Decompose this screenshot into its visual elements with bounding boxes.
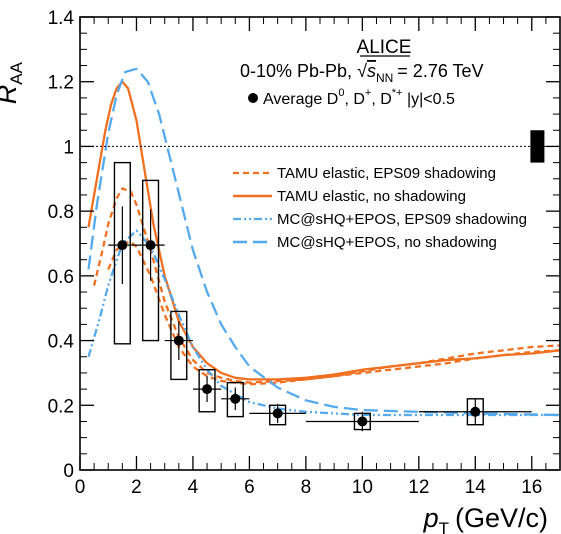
data-point [145, 240, 156, 251]
y-tick-label: 0.4 [48, 332, 75, 353]
x-tick-label: 14 [465, 477, 487, 498]
curve-2 [87, 80, 561, 381]
normalization-box [530, 130, 545, 163]
x-axis-title: pT (GeV/c) [423, 503, 548, 534]
average-marker [248, 93, 258, 103]
data-points [108, 161, 532, 432]
legend-label-tamu-eps09: TAMU elastic, EPS09 shadowing [277, 165, 496, 182]
normalization-uncertainty-box [530, 130, 545, 163]
data-point [470, 406, 481, 417]
legend: TAMU elastic, EPS09 shadowing TAMU elast… [233, 165, 527, 251]
sys-error-box [198, 368, 216, 413]
y-tick-label: 1 [63, 137, 74, 158]
data-point [272, 408, 283, 419]
data-point [173, 335, 184, 346]
system-label: 0-10% Pb-Pb, √sNN = 2.76 TeV [240, 61, 484, 85]
sys-error-box [113, 161, 131, 345]
sys-error-box [141, 179, 160, 342]
x-tick-label: 2 [131, 477, 142, 498]
x-tick-label: 8 [301, 477, 312, 498]
x-tick-label: 0 [75, 477, 86, 498]
x-tick-label: 6 [244, 477, 255, 498]
y-tick-label: 0 [63, 461, 74, 482]
y-tick-label: 1.2 [48, 73, 74, 94]
data-point [230, 393, 241, 404]
sys-error-box [226, 381, 244, 418]
curve-0 [92, 187, 561, 384]
sys-error-box [170, 310, 188, 381]
y-tick-label: 0.2 [48, 396, 74, 417]
y-tick-label: 0.6 [48, 267, 74, 288]
x-axis-unit: (GeV/c) [455, 503, 548, 533]
experiment-label: ALICE [357, 37, 412, 58]
x-tick-label: 10 [352, 477, 373, 498]
data-point [202, 384, 213, 395]
legend-label-mcshq-noshadow: MC@sHQ+EPOS, no shadowing [277, 234, 497, 251]
legend-label-mcshq-eps09: MC@sHQ+EPOS, EPS09 shadowing [277, 211, 527, 228]
y-tick-label: 1.4 [48, 8, 75, 29]
legend-label-tamu-noshadow: TAMU elastic, no shadowing [277, 188, 466, 205]
curve-3 [87, 229, 560, 417]
x-tick-label: 12 [408, 477, 429, 498]
y-axis-title-sub: AA [7, 61, 26, 84]
average-label: Average D0, D+, D*+ |y|<0.5 [263, 87, 455, 108]
y-axis-title: RAA [0, 61, 26, 104]
axis-ticks: 0 2 4 6 8 10 12 14 16 0 0.2 0.4 0.6 0.8 1 1.2 1.4 [48, 8, 560, 498]
x-tick-label: 4 [188, 477, 199, 498]
curve-1 [107, 240, 561, 386]
x-tick-label: 16 [521, 477, 542, 498]
x-axis-title-sub: T [439, 519, 449, 534]
curve-4 [87, 67, 561, 417]
data-point [357, 416, 368, 427]
y-tick-label: 0.8 [48, 202, 74, 223]
data-point [117, 240, 128, 251]
